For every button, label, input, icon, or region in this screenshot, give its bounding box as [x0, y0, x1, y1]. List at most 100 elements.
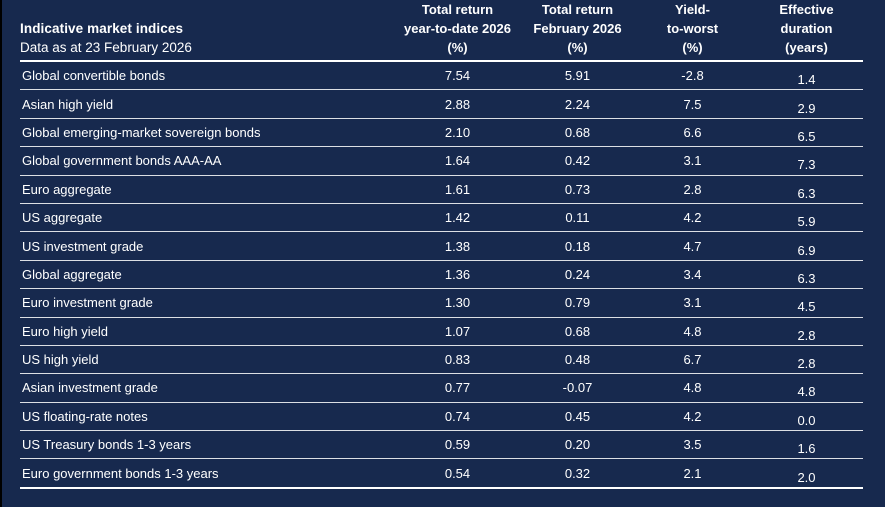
index-name: Asian high yield	[22, 96, 114, 112]
yield-to-worst-value: 4.2	[683, 210, 702, 226]
table-row: US floating-rate notes 0.74 0.45 4.2 0.0	[20, 403, 863, 432]
yield-to-worst-value: 4.8	[683, 323, 702, 339]
index-name: US aggregate	[22, 210, 103, 226]
yield-to-worst-value: 7.5	[683, 96, 702, 112]
yield-to-worst-value: 6.6	[683, 124, 702, 140]
table-title: Indicative market indices	[20, 21, 184, 36]
table-row: Global aggregate 1.36 0.24 3.4 6.3	[20, 261, 863, 290]
table-row: Global convertible bonds 7.54 5.91 -2.8 …	[20, 62, 863, 91]
column-header-line: (years)	[785, 40, 828, 55]
yield-to-worst-value: 3.1	[683, 295, 702, 311]
table-header-row: Indicative market indices Data as at 23 …	[20, 0, 863, 62]
table-row: US investment grade 1.38 0.18 4.7 6.9	[20, 232, 863, 261]
total-return-ytd-value: 2.88	[444, 96, 471, 112]
total-return-feb-value: 0.24	[564, 266, 591, 282]
effective-duration-value: 6.3	[797, 270, 816, 286]
column-header-effective-duration: Effective duration (years)	[750, 0, 863, 62]
column-header-line: Total return	[541, 2, 614, 17]
yield-to-worst-value: 4.7	[683, 238, 702, 254]
column-header-line: Effective	[779, 2, 834, 17]
total-return-feb-value: 0.42	[564, 153, 591, 169]
indices-table: Indicative market indices Data as at 23 …	[20, 0, 863, 489]
column-header-total-return-feb: Total return February 2026 (%)	[520, 0, 635, 62]
column-header-line: February 2026	[533, 21, 622, 36]
table-row: Euro investment grade 1.30 0.79 3.1 4.5	[20, 289, 863, 318]
index-name: Global aggregate	[22, 266, 122, 282]
effective-duration-value: 1.6	[797, 441, 816, 457]
effective-duration-value: 2.9	[797, 100, 816, 116]
total-return-ytd-value: 1.07	[444, 323, 471, 339]
effective-duration-value: 1.4	[797, 72, 816, 88]
index-name: Global government bonds AAA-AA	[22, 153, 222, 169]
column-header-line: Yield-	[675, 2, 710, 17]
yield-to-worst-value: 3.5	[683, 437, 702, 453]
total-return-ytd-value: 1.61	[444, 181, 471, 197]
index-name: US Treasury bonds 1-3 years	[22, 437, 192, 453]
index-name: Asian investment grade	[22, 380, 158, 396]
column-header-line: Total return	[421, 2, 494, 17]
total-return-ytd-value: 2.10	[444, 124, 471, 140]
index-name: Euro high yield	[22, 323, 108, 339]
effective-duration-value: 4.8	[797, 384, 816, 400]
total-return-feb-value: 0.68	[564, 124, 591, 140]
column-header-total-return-ytd: Total return year-to-date 2026 (%)	[395, 0, 520, 62]
total-return-ytd-value: 0.74	[444, 408, 471, 424]
index-name: Euro government bonds 1-3 years	[22, 465, 219, 481]
effective-duration-value: 2.8	[797, 327, 816, 343]
total-return-ytd-value: 1.38	[444, 238, 471, 254]
yield-to-worst-value: 2.1	[683, 465, 702, 481]
effective-duration-value: 6.9	[797, 242, 816, 258]
yield-to-worst-value: 3.1	[683, 153, 702, 169]
table-row: Euro high yield 1.07 0.68 4.8 2.8	[20, 318, 863, 346]
table-row: Global government bonds AAA-AA 1.64 0.42…	[20, 147, 863, 176]
total-return-ytd-value: 0.54	[444, 465, 471, 481]
index-name: Euro investment grade	[22, 295, 153, 311]
effective-duration-value: 6.3	[797, 185, 816, 201]
column-header-yield-to-worst: Yield- to-worst (%)	[635, 0, 750, 62]
total-return-ytd-value: 1.36	[444, 266, 471, 282]
total-return-feb-value: 0.11	[565, 210, 590, 226]
column-header-line: year-to-date 2026	[404, 21, 511, 36]
table-title-block: Indicative market indices Data as at 23 …	[20, 0, 395, 62]
table-row: US aggregate 1.42 0.11 4.2 5.9	[20, 204, 863, 233]
table-row: US Treasury bonds 1-3 years 0.59 0.20 3.…	[20, 431, 863, 460]
column-header-line: (%)	[682, 40, 703, 55]
effective-duration-value: 4.5	[797, 299, 816, 315]
table-body: Global convertible bonds 7.54 5.91 -2.8 …	[20, 62, 863, 489]
column-header-line: (%)	[567, 40, 588, 55]
total-return-ytd-value: 0.59	[444, 437, 471, 453]
table-subtitle: Data as at 23 February 2026	[20, 40, 192, 55]
total-return-feb-value: 0.18	[564, 238, 591, 254]
total-return-feb-value: 0.32	[564, 465, 591, 481]
table-row: Euro government bonds 1-3 years 0.54 0.3…	[20, 459, 863, 489]
column-header-line: duration	[780, 21, 833, 36]
yield-to-worst-value: 4.8	[683, 380, 702, 396]
total-return-ytd-value: 7.54	[444, 68, 471, 84]
total-return-feb-value: 0.45	[564, 408, 591, 424]
total-return-ytd-value: 0.77	[444, 380, 471, 396]
total-return-ytd-value: 1.64	[444, 153, 471, 169]
effective-duration-value: 2.8	[797, 356, 816, 372]
column-header-line: to-worst	[666, 21, 719, 36]
effective-duration-value: 6.5	[797, 128, 816, 144]
total-return-feb-value: 0.79	[564, 295, 591, 311]
table-row: Asian high yield 2.88 2.24 7.5 2.9	[20, 90, 863, 119]
total-return-feb-value: 0.73	[564, 181, 591, 197]
effective-duration-value: 7.3	[797, 157, 816, 173]
index-name: US high yield	[22, 352, 99, 368]
total-return-feb-value: 0.48	[564, 352, 591, 368]
column-header-line: (%)	[447, 40, 468, 55]
yield-to-worst-value: 4.2	[683, 408, 702, 424]
total-return-feb-value: 0.20	[564, 437, 591, 453]
index-name: Global emerging-market sovereign bonds	[22, 124, 261, 140]
yield-to-worst-value: 6.7	[683, 352, 702, 368]
index-name: US floating-rate notes	[22, 408, 148, 424]
effective-duration-value: 2.0	[797, 469, 816, 485]
table-row: US high yield 0.83 0.48 6.7 2.8	[20, 346, 863, 375]
total-return-feb-value: 5.91	[564, 68, 591, 84]
total-return-ytd-value: 0.83	[444, 352, 471, 368]
yield-to-worst-value: 2.8	[683, 181, 702, 197]
total-return-ytd-value: 1.30	[444, 295, 471, 311]
total-return-feb-value: 0.68	[564, 323, 591, 339]
